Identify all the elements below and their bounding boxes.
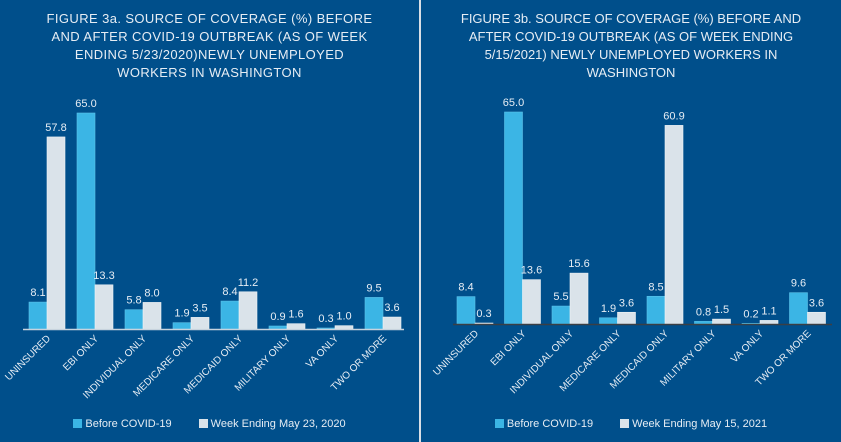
- bar-after: [142, 302, 162, 330]
- legend-label-after: Week Ending May 15, 2021: [632, 418, 768, 430]
- bar-before: [172, 322, 192, 330]
- data-label: 1.5: [714, 304, 729, 316]
- data-label: 0.8: [696, 306, 711, 318]
- data-label: 5.5: [553, 291, 568, 303]
- bar-before: [551, 305, 571, 325]
- bar-before: [364, 297, 384, 330]
- legend-label-before: Before COVID-19: [506, 418, 594, 430]
- bar-before: [694, 321, 713, 325]
- data-label: 1.1: [761, 305, 776, 317]
- data-label: 9.6: [791, 278, 806, 290]
- legend-label-before: Before COVID-19: [85, 418, 172, 430]
- bar-before: [599, 317, 618, 325]
- data-label: 3.5: [192, 302, 207, 314]
- legend-item-after: Week Ending May 23, 2020: [198, 418, 346, 430]
- bar-after: [759, 320, 779, 325]
- category-label: VA ONLY: [729, 328, 766, 365]
- data-label: 1.6: [288, 309, 303, 321]
- bar-after: [522, 279, 541, 325]
- bar-after: [190, 317, 210, 330]
- legend-swatch-before: [494, 419, 504, 428]
- data-label: 57.8: [45, 122, 66, 134]
- legend-swatch-after: [620, 419, 630, 428]
- bar-before: [28, 301, 48, 330]
- data-label: 0.3: [476, 308, 491, 320]
- category-label: EBI ONLY: [61, 333, 101, 373]
- data-label: 0.2: [743, 308, 758, 320]
- data-label: 13.6: [521, 265, 542, 277]
- data-label: 3.6: [384, 302, 399, 314]
- bar-after: [382, 316, 402, 330]
- bar-before: [124, 309, 144, 330]
- data-label: 8.5: [648, 281, 663, 293]
- bar-after: [334, 325, 354, 330]
- data-label: 8.4: [222, 286, 237, 298]
- data-label: 3.6: [809, 297, 824, 309]
- chart-title-3a: FIGURE 3a. SOURCE OF COVERAGE (%) BEFORE…: [46, 11, 373, 80]
- data-label: 60.9: [663, 110, 684, 122]
- data-label: 9.5: [366, 282, 381, 294]
- data-label: 1.0: [336, 311, 351, 323]
- bar-after: [664, 125, 684, 325]
- bar-before: [456, 296, 476, 325]
- bar-after: [94, 284, 114, 330]
- legend-3b: Before COVID-19 Week Ending May 15, 2021: [421, 418, 841, 430]
- bar-after: [46, 136, 66, 330]
- data-label: 1.9: [601, 303, 616, 315]
- chart-panel-3a: FIGURE 3a. SOURCE OF COVERAGE (%) BEFORE…: [0, 0, 419, 442]
- legend-swatch-before: [73, 419, 83, 428]
- category-label: UNINSURED: [3, 333, 53, 383]
- bar-before: [76, 112, 96, 330]
- data-label: 15.6: [568, 258, 589, 270]
- data-label: 1.9: [174, 308, 189, 320]
- bar-after: [712, 318, 731, 325]
- data-label: 11.2: [238, 277, 259, 289]
- data-label: 8.1: [30, 287, 45, 299]
- chart-panel-3b: FIGURE 3b. SOURCE OF COVERAGE (%) BEFORE…: [421, 0, 841, 442]
- data-label: 0.9: [270, 311, 285, 323]
- chart-title-3b: FIGURE 3b. SOURCE OF COVERAGE (%) BEFORE…: [460, 11, 802, 80]
- legend-item-before: Before COVID-19: [73, 418, 172, 430]
- bar-after: [238, 291, 258, 330]
- legend-item-before: Before COVID-19: [494, 418, 594, 430]
- data-label: 8.0: [144, 287, 159, 299]
- bar-before: [504, 111, 523, 325]
- data-label: 13.3: [93, 270, 114, 282]
- bar-before: [268, 325, 288, 330]
- bar-after: [286, 323, 306, 330]
- data-label: 8.4: [458, 282, 473, 294]
- legend-swatch-after: [198, 419, 208, 428]
- legend-label-after: Week Ending May 23, 2020: [210, 418, 346, 430]
- bar-after: [617, 311, 636, 325]
- legend-item-after: Week Ending May 15, 2021: [620, 418, 767, 430]
- data-label: 3.6: [619, 297, 634, 309]
- data-label: 65.0: [503, 97, 524, 109]
- data-label: 65.0: [75, 98, 96, 110]
- category-label: EBI ONLY: [489, 328, 529, 368]
- data-label: 0.3: [318, 313, 333, 325]
- bar-after: [569, 272, 589, 325]
- category-label: VA ONLY: [304, 333, 341, 370]
- category-label: UNINSURED: [431, 328, 481, 378]
- bar-before: [789, 292, 808, 325]
- data-label: 5.8: [126, 295, 141, 307]
- bar-after: [807, 311, 826, 325]
- legend-3a: Before COVID-19 Week Ending May 23, 2020: [0, 418, 419, 430]
- bar-before: [646, 295, 666, 325]
- bar-before: [220, 300, 240, 330]
